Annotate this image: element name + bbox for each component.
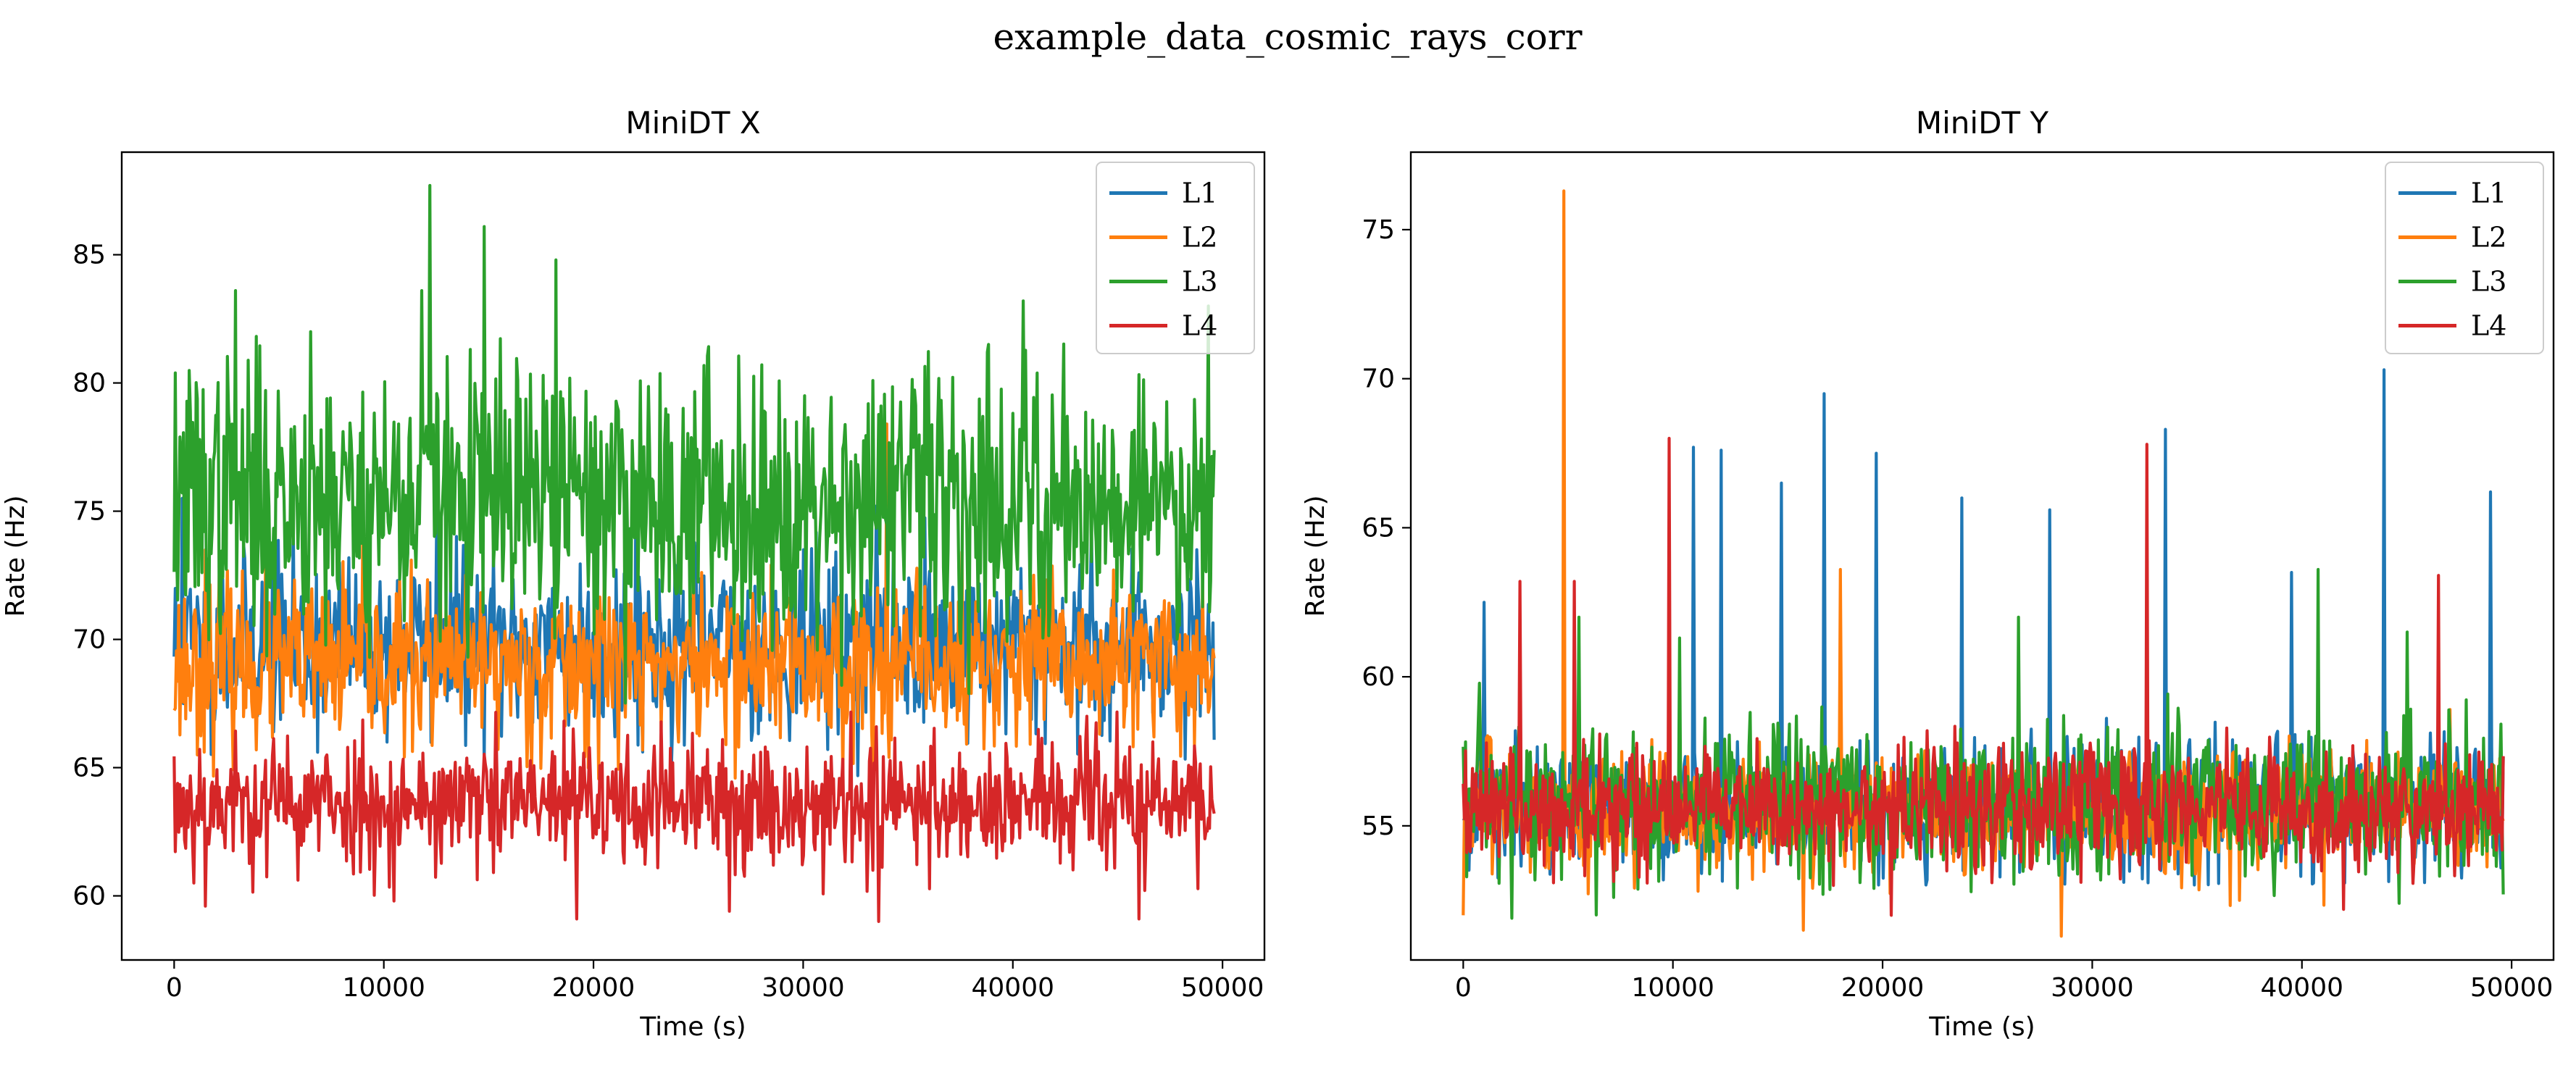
x-axis-label: Time (s) (639, 1012, 746, 1042)
y-tick-label: 70 (1362, 364, 1395, 394)
series-line-l2 (172, 422, 1216, 781)
y-tick-label: 65 (72, 753, 106, 783)
series-line-l4 (1462, 436, 2505, 917)
x-axis-label: Time (s) (1928, 1012, 2035, 1042)
series-line-l4 (172, 710, 1216, 923)
legend-box (2385, 162, 2544, 354)
y-tick-label: 70 (72, 625, 106, 655)
y-tick-label: 75 (1362, 215, 1395, 245)
legend-label-l2: L2 (2471, 222, 2506, 254)
y-tick-label: 85 (72, 241, 106, 270)
x-tick-label: 10000 (1631, 973, 1714, 1003)
x-tick-label: 20000 (1841, 973, 1925, 1003)
y-tick-label: 80 (72, 369, 106, 398)
x-tick-label: 50000 (1181, 973, 1264, 1003)
legend-label-l4: L4 (2471, 310, 2506, 342)
legend-label-l2: L2 (1182, 222, 1217, 254)
legend: L1 L2 L3 L4 (1096, 162, 1255, 354)
y-tick-label: 60 (72, 882, 106, 911)
series-group (172, 183, 1216, 923)
legend-box (1096, 162, 1255, 354)
x-tick-label: 0 (1455, 973, 1472, 1003)
x-tick-label: 30000 (2051, 973, 2134, 1003)
y-tick-label: 65 (1362, 513, 1395, 543)
legend-label-l3: L3 (2471, 266, 2506, 298)
y-tick-label: 60 (1362, 662, 1395, 692)
series-line-l3 (172, 183, 1216, 705)
x-tick-label: 40000 (972, 973, 1055, 1003)
x-tick-label: 0 (166, 973, 183, 1003)
panel-minidt-x: 0 10000 20000 30000 40000 50000 60 65 70 75 80 85 Mi… (1, 105, 1266, 1042)
legend-label-l4: L4 (1182, 310, 1217, 342)
axes-title: MiniDT Y (1916, 105, 2049, 141)
y-axis-label: Rate (Hz) (1301, 495, 1330, 617)
y-axis-label: Rate (Hz) (1, 495, 30, 617)
legend-label-l1: L1 (1182, 178, 1217, 209)
axes-title: MiniDT X (625, 105, 760, 141)
x-tick-label: 30000 (762, 973, 845, 1003)
x-tick-label: 50000 (2470, 973, 2554, 1003)
y-tick-label: 55 (1362, 811, 1395, 841)
axes-frame (1409, 151, 2555, 961)
legend: L1 L2 L3 L4 (2385, 162, 2544, 354)
x-tick-label: 20000 (552, 973, 635, 1003)
axes-frame (120, 151, 1266, 961)
legend-label-l1: L1 (2471, 178, 2506, 209)
y-tick-label: 75 (72, 497, 106, 527)
series-group (1462, 189, 2505, 938)
panel-minidt-y: 0 10000 20000 30000 40000 50000 55 60 65 70 75 Mini… (1301, 105, 2555, 1042)
x-tick-label: 40000 (2261, 973, 2344, 1003)
x-tick-label: 10000 (342, 973, 425, 1003)
legend-label-l3: L3 (1182, 266, 1217, 298)
figure-suptitle: example_data_cosmic_rays_corr (993, 16, 1582, 58)
